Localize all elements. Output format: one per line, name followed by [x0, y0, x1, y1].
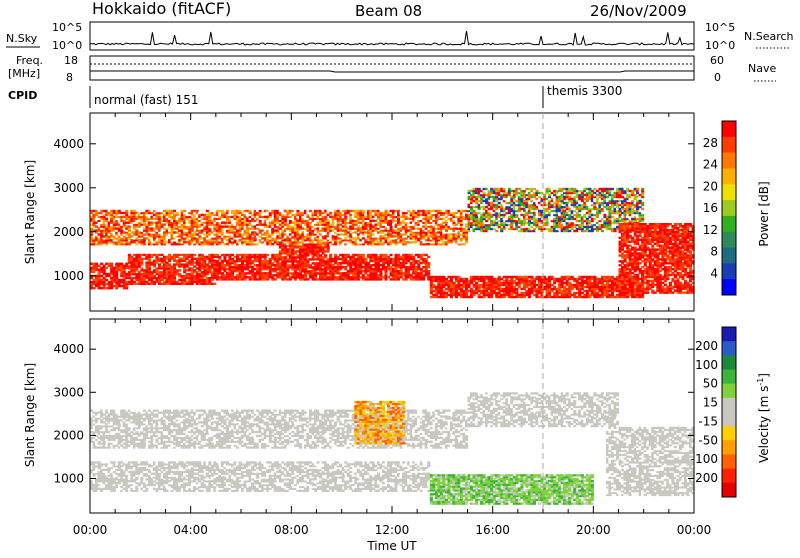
heatmap-cell: [125, 210, 128, 212]
heatmap-cell: [203, 260, 206, 262]
heatmap-cell: [427, 272, 430, 274]
heatmap-cell: [427, 264, 430, 266]
heatmap-cell: [213, 283, 216, 285]
freq-panel: Freq. [MHz] 18 8 60 0 Nave: [8, 54, 776, 84]
nave-label: Nave: [748, 62, 776, 75]
heatmap-cell: [266, 278, 269, 280]
date-label: 26/Nov/2009: [590, 2, 687, 20]
heatmap-cell: [384, 278, 387, 280]
heatmap-cell: [405, 278, 408, 280]
freq-frame: [90, 56, 694, 80]
heatmap-cell: [417, 264, 420, 266]
heatmap-cell: [379, 272, 382, 274]
heatmap-cell: [148, 265, 151, 267]
heatmap-cell: [176, 212, 179, 214]
nsearch-label: N.Search: [744, 30, 794, 43]
heatmap-cell: [115, 287, 118, 289]
heatmap-cell: [364, 258, 367, 260]
heatmap-cell: [259, 210, 262, 212]
heatmap-cell: [168, 260, 171, 262]
heatmap-cell: [168, 263, 171, 265]
freq-tick-bottom: 8: [66, 71, 73, 84]
nsearch-tick-top: 10^5: [705, 21, 735, 34]
heatmap-cell: [329, 212, 332, 214]
heatmap-cell: [244, 278, 247, 280]
heatmap-cell: [357, 278, 360, 280]
heatmap-cell: [427, 262, 430, 264]
heatmap-cell: [362, 254, 365, 256]
nsky-label: N.Sky: [6, 32, 38, 45]
heatmap-cell: [390, 254, 393, 256]
nsky-tick-top: 10^5: [52, 21, 82, 34]
freq-trace: [90, 71, 694, 72]
heatmap-cell: [362, 210, 365, 212]
cpid-label: CPID: [8, 89, 37, 102]
heatmap-cell: [105, 218, 108, 220]
nsky-trace: [90, 31, 694, 45]
heatmap-cell: [422, 278, 425, 280]
heatmap-cell: [324, 254, 327, 256]
heatmap-cell: [397, 278, 400, 280]
heatmap-cell: [495, 230, 498, 232]
cpid-segment-themis: themis 3300: [547, 84, 622, 98]
freq-unit: [MHz]: [8, 67, 40, 80]
heatmap-cell: [249, 210, 252, 212]
heatmap-cell: [93, 287, 96, 289]
heatmap-cell: [110, 287, 113, 289]
freq-tick-top: 18: [64, 54, 78, 67]
heatmap-cell: [329, 254, 332, 256]
heatmap-cell: [327, 220, 330, 222]
heatmap-cell: [178, 269, 181, 271]
power-heatmap-cells: [90, 188, 695, 298]
heatmap-cell: [231, 272, 234, 274]
heatmap-cell: [274, 278, 277, 280]
heatmap-cell: [105, 279, 108, 281]
freq-label: Freq.: [16, 54, 43, 67]
heatmap-cell: [140, 260, 143, 262]
nsearch-tick-bottom: 10^0: [705, 39, 735, 52]
nave-tick-top: 60: [710, 54, 724, 67]
heatmap-cell: [384, 272, 387, 274]
heatmap-cell: [266, 254, 269, 256]
beam-label: Beam 08: [355, 2, 422, 20]
heatmap-cell: [173, 265, 176, 267]
heatmap-cell: [193, 254, 196, 256]
nave-tick-bottom: 0: [714, 71, 721, 84]
heatmap-cell: [427, 270, 430, 272]
nsky-frame: [90, 22, 694, 50]
plot-title: Hokkaido (fitACF): [92, 0, 231, 18]
heatmap-cell: [206, 273, 209, 275]
heatmap-cell: [427, 256, 430, 258]
heatmap-cell: [110, 263, 113, 265]
heatmap-cell: [425, 258, 428, 260]
nsky-panel: N.Sky 10^5 10^0 10^5 10^0 N.Search: [6, 21, 794, 52]
nsky-tick-bottom: 10^0: [52, 39, 82, 52]
cpid-segment-normal: normal (fast) 151: [94, 93, 198, 107]
heatmap-cell: [115, 273, 118, 275]
heatmap-cell: [125, 287, 128, 289]
heatmap-cell: [379, 278, 382, 280]
cpid-panel: CPID normal (fast) 151 themis 3300: [8, 84, 622, 108]
heatmap-cell: [105, 267, 108, 269]
